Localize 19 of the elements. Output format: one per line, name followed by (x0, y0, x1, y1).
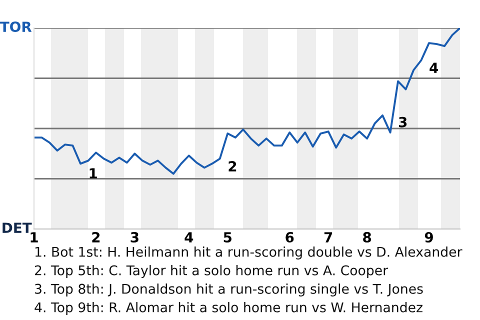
x-tick-label: 7 (324, 232, 332, 242)
x-tick-label: 9 (424, 232, 433, 243)
text: TOR (0, 22, 32, 32)
x-tick-label: 8 (363, 232, 372, 243)
text: 3. Top 8th: J. Donaldson hit a run-scoring single vs T. Jones (35, 284, 423, 296)
annotation: 1 (90, 168, 97, 178)
x-tick-label: 3 (130, 232, 138, 243)
annotation: 3 (398, 116, 407, 128)
text: 2. Top 5th: C. Taylor hit a solo home run vs A. Cooper (34, 265, 388, 278)
x-tick-label: 5 (224, 232, 232, 243)
text: 4. Top 9th: R. Alomar hit a solo home run vs W. Hernandez (34, 302, 422, 315)
x-tick-label: 1 (30, 232, 38, 242)
annotation: 2 (228, 161, 236, 172)
text: DET (2, 222, 32, 233)
text: 1. Bot 1st: H. Heilmann hit a run-scoring double vs D. Alexander (35, 246, 462, 260)
x-tick-label: 4 (184, 232, 194, 242)
x-tick-label: 2 (92, 232, 100, 242)
x-tick-label: 6 (286, 232, 294, 243)
annotation: 4 (430, 62, 438, 73)
